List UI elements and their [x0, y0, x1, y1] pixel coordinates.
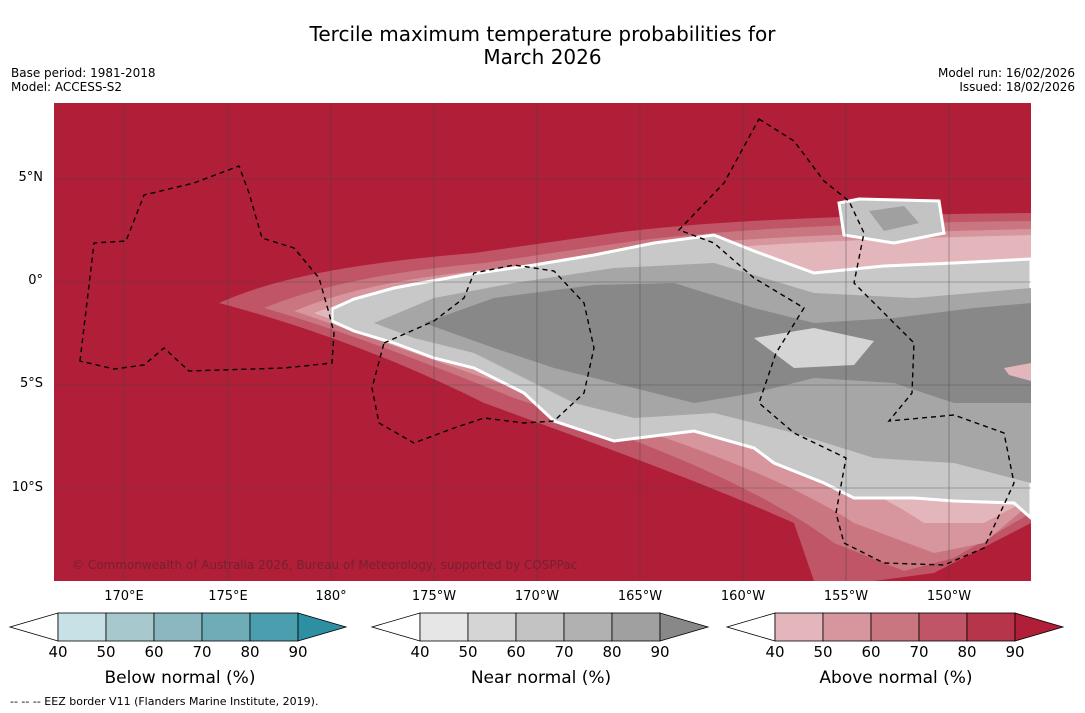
above-extend-low: [725, 612, 776, 642]
lon-label-175e: 175°E: [208, 589, 248, 604]
lon-label-160w: 160°W: [720, 589, 766, 604]
above-colorbar-segment: [870, 612, 920, 642]
above-normal-east-tongue: [1004, 363, 1031, 381]
above-tick-label: 70: [909, 643, 929, 661]
near-normal-colorbar: [370, 612, 710, 642]
below-colorbar-segment: [201, 612, 251, 642]
eez-footnote: -- -- -- EEZ border V11 (Flanders Marine…: [10, 695, 319, 708]
below-colorbar-segment: [105, 612, 155, 642]
graticule: [54, 103, 1031, 581]
near-colorbar-segment: [515, 612, 565, 642]
near-normal-90-zone: [424, 283, 1031, 403]
near-colorbar-segment: [563, 612, 613, 642]
below-tick-label: 70: [192, 643, 212, 661]
probability-map: [54, 103, 1031, 581]
above-extend-high: [1014, 612, 1065, 642]
below-tick-label: 50: [96, 643, 116, 661]
near-extend-high: [659, 612, 710, 642]
below-normal-colorbar: [8, 612, 348, 642]
lat-label-5s: 5°S: [19, 376, 43, 391]
near-normal-pocket: [754, 328, 874, 368]
lon-label-150w: 150°W: [926, 589, 972, 604]
below-colorbar-segment: [249, 612, 299, 642]
model-run: Model run: 16/02/2026: [937, 66, 1075, 80]
near-tick-label: 40: [410, 643, 430, 661]
above-tick-label: 90: [1005, 643, 1025, 661]
near-extend-low: [370, 612, 421, 642]
near-normal-island-core: [869, 206, 919, 231]
near-tick-label: 80: [602, 643, 622, 661]
copyright-notice: © Commonwealth of Australia 2026, Bureau…: [72, 558, 578, 572]
lon-label-165w: 165°W: [617, 589, 663, 604]
lon-label-180: 180°: [315, 589, 347, 604]
above-normal-colorbar: [725, 612, 1065, 642]
lon-label-170e: 170°E: [104, 589, 144, 604]
near-tick-label: 50: [458, 643, 478, 661]
below-extend-high: [297, 612, 348, 642]
lon-label-175w: 175°W: [411, 589, 457, 604]
title-line-1: Tercile maximum temperature probabilitie…: [309, 22, 776, 46]
above-tick-label: 40: [765, 643, 785, 661]
above-colorbar-segment: [918, 612, 968, 642]
above-colorbar-segment: [774, 612, 824, 642]
below-extend-low: [8, 612, 59, 642]
below-colorbar-segment: [57, 612, 107, 642]
near-colorbar-segment: [611, 612, 661, 642]
below-colorbar-segment: [153, 612, 203, 642]
above-tick-label: 50: [813, 643, 833, 661]
above-tick-label: 60: [861, 643, 881, 661]
near-tick-label: 70: [554, 643, 574, 661]
lat-label-10s: 10°S: [11, 480, 43, 495]
title-line-2: March 2026: [483, 45, 602, 69]
lat-label-5n: 5°N: [18, 170, 44, 185]
below-tick-label: 90: [288, 643, 308, 661]
lat-label-0: 0°: [28, 273, 43, 288]
near-colorbar-segment: [419, 612, 469, 642]
near-tick-label: 60: [506, 643, 526, 661]
model-name: Model: ACCESS-S2: [11, 80, 123, 94]
eez-borders: [79, 118, 1015, 566]
below-normal-title: Below normal (%): [104, 668, 256, 688]
below-tick-label: 40: [48, 643, 68, 661]
issued-date: Issued: 18/02/2026: [959, 80, 1075, 94]
above-tick-label: 80: [957, 643, 977, 661]
near-tick-label: 90: [650, 643, 670, 661]
base-period: Base period: 1981-2018: [11, 66, 156, 80]
above-colorbar-segment: [966, 612, 1016, 642]
near-colorbar-segment: [467, 612, 517, 642]
lon-label-170w: 170°W: [514, 589, 560, 604]
near-normal-title: Near normal (%): [470, 668, 612, 688]
below-tick-label: 60: [144, 643, 164, 661]
lon-label-155w: 155°W: [823, 589, 869, 604]
above-normal-title: Above normal (%): [819, 668, 973, 688]
below-tick-label: 80: [240, 643, 260, 661]
above-colorbar-segment: [822, 612, 872, 642]
